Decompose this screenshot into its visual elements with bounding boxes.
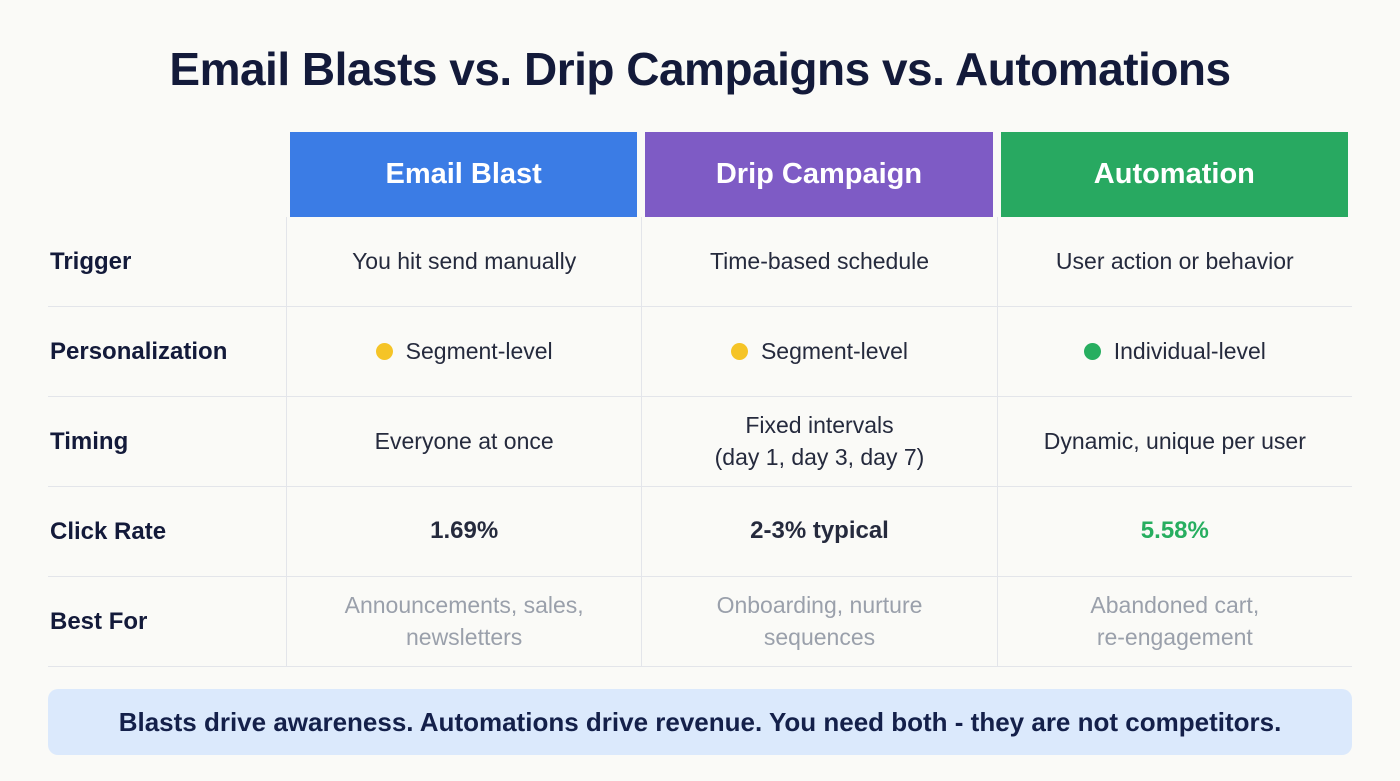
table-cell: Onboarding, nurture sequences [641, 577, 996, 666]
table-row-personalization: Personalization Segment-level Segment-le… [48, 307, 1352, 397]
row-label: Personalization [50, 337, 228, 365]
table-cell: Fixed intervals (day 1, day 3, day 7) [641, 397, 996, 486]
cell-text: User action or behavior [1055, 247, 1294, 274]
table-cell: Everyone at once [286, 397, 641, 486]
table-row-click-rate: Click Rate 1.69% 2-3% typical 5.58% [48, 487, 1352, 577]
dot-cell: Segment-level [375, 336, 553, 367]
summary-callout-text: Blasts drive awareness. Automations driv… [118, 706, 1282, 737]
column-header-drip-campaign: Drip Campaign [645, 132, 993, 217]
table-row-timing: Timing Everyone at once Fixed intervals … [48, 397, 1352, 487]
individual-level-dot-icon [1083, 342, 1101, 360]
cell-text: Individual-level [1113, 337, 1266, 364]
comparison-table: Email Blast Drip Campaign Automation Tri… [48, 132, 1352, 667]
column-header-automation: Automation [1000, 132, 1348, 217]
cell-text: Segment-level [760, 337, 908, 364]
column-header-email-blast: Email Blast [290, 132, 638, 217]
table-row-trigger: Trigger You hit send manually Time-based… [48, 217, 1352, 307]
row-label: Trigger [50, 247, 132, 275]
column-header-label: Drip Campaign [715, 158, 923, 190]
cell-text: Announcements, sales, newsletters [344, 592, 584, 650]
segment-level-dot-icon [730, 342, 748, 360]
cell-text: Time-based schedule [709, 247, 930, 274]
cell-text: 1.69% [430, 517, 499, 545]
table-cell: Segment-level [286, 307, 641, 396]
dot-cell: Segment-level [730, 336, 908, 367]
row-label: Timing [50, 427, 129, 455]
table-row-best-for: Best For Announcements, sales, newslette… [48, 577, 1352, 667]
page-title: Email Blasts vs. Drip Campaigns vs. Auto… [169, 43, 1231, 95]
cell-text: 2-3% typical [750, 517, 889, 545]
table-cell: Announcements, sales, newsletters [286, 577, 641, 666]
summary-callout: Blasts drive awareness. Automations driv… [48, 689, 1352, 755]
table-cell: Segment-level [641, 307, 996, 396]
table-cell: User action or behavior [996, 217, 1352, 306]
table-cell: Abandoned cart, re-engagement [996, 577, 1352, 666]
cell-text: Segment-level [405, 337, 553, 364]
header-corner-spacer [48, 132, 286, 217]
cell-text: Onboarding, nurture sequences [716, 592, 923, 650]
dot-cell: Individual-level [1083, 336, 1266, 367]
column-header-label: Email Blast [385, 158, 542, 190]
cell-text: 5.58% [1140, 517, 1209, 545]
table-cell: Individual-level [996, 307, 1352, 396]
segment-level-dot-icon [375, 342, 393, 360]
cell-text: You hit send manually [352, 247, 577, 274]
table-header-row: Email Blast Drip Campaign Automation [48, 132, 1352, 217]
table-cell: 2-3% typical [641, 487, 996, 576]
cell-text: Dynamic, unique per user [1043, 427, 1306, 454]
row-label: Best For [50, 607, 148, 635]
table-cell: Time-based schedule [641, 217, 996, 306]
table-cell: 5.58% [996, 487, 1352, 576]
table-cell: You hit send manually [286, 217, 641, 306]
cell-text: Abandoned cart, re-engagement [1090, 592, 1260, 650]
cell-text: Fixed intervals (day 1, day 3, day 7) [714, 412, 925, 470]
column-header-label: Automation [1093, 158, 1255, 190]
table-cell: 1.69% [286, 487, 641, 576]
table-cell: Dynamic, unique per user [996, 397, 1352, 486]
row-label: Click Rate [50, 517, 167, 545]
cell-text: Everyone at once [374, 427, 554, 454]
